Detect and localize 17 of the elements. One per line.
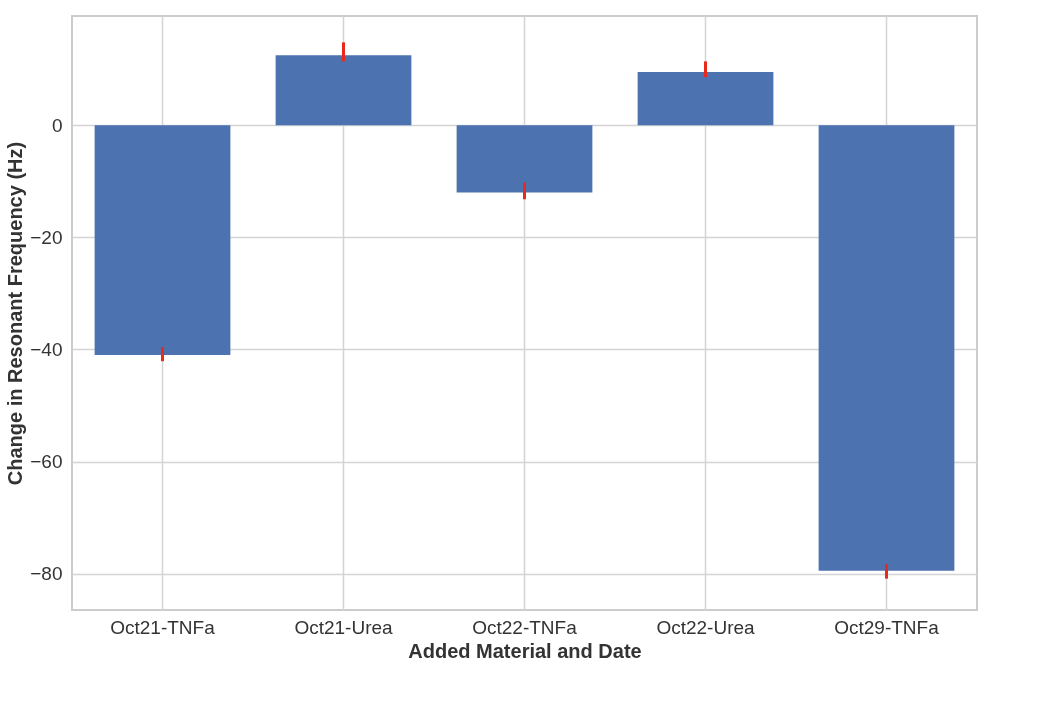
bar [94, 125, 231, 356]
bar [456, 125, 593, 193]
x-axis-title: Added Material and Date [408, 639, 642, 662]
y-tick-label: 0 [51, 114, 63, 136]
y-tick-label: −40 [30, 338, 63, 360]
y-tick-label: −80 [30, 563, 63, 585]
x-tick-label: Oct22-Urea [656, 616, 756, 638]
y-tick-label: −60 [30, 451, 63, 472]
y-tick-label: −20 [30, 226, 63, 248]
y-axis-title: Change in Resonant Frequency (Hz) [4, 141, 27, 486]
bar [275, 55, 412, 126]
x-tick-label: Oct22-TNFa [472, 616, 578, 638]
bar [818, 125, 955, 571]
x-tick-label: Oct21-TNFa [110, 616, 216, 638]
x-tick-label: Oct29-TNFa [834, 616, 940, 638]
x-tick-label: Oct21-Urea [294, 616, 394, 638]
bar [637, 72, 774, 126]
